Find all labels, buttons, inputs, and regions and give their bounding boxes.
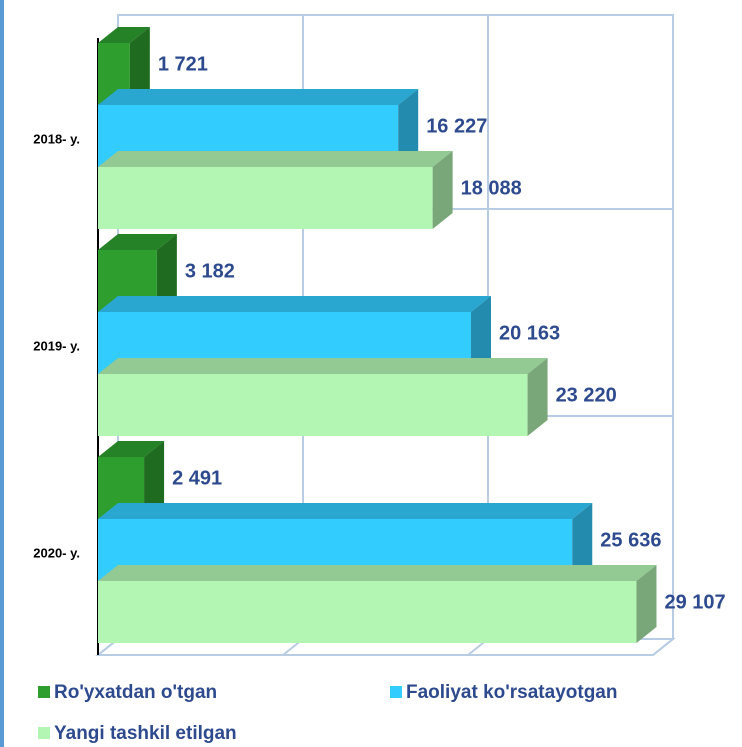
bar-top <box>98 441 165 457</box>
legend-swatch <box>390 686 402 698</box>
category-label: 2018- y. <box>33 131 80 146</box>
value-label: 1 721 <box>158 53 208 75</box>
bar <box>98 581 637 643</box>
left-strip <box>0 0 4 747</box>
bar-side <box>144 441 165 519</box>
bar-side <box>527 358 548 436</box>
legend-label: Ro'yxatdan o'tgan <box>54 682 217 703</box>
bar <box>98 167 433 229</box>
bar-side <box>432 151 453 229</box>
bar-side <box>572 503 593 581</box>
bar-top <box>98 358 548 374</box>
value-label: 2 491 <box>172 467 222 489</box>
bar-top <box>98 503 593 519</box>
bar <box>98 374 528 436</box>
value-label: 25 636 <box>600 529 661 551</box>
value-label: 3 182 <box>185 260 235 282</box>
grid-line <box>652 15 674 656</box>
category-label: 2019- y. <box>33 338 80 353</box>
bar-top <box>98 565 657 581</box>
bar-side <box>156 234 177 312</box>
legend-label: Faoliyat ko'rsatayotgan <box>406 682 617 703</box>
value-label: 29 107 <box>664 591 725 613</box>
category-label: 2020- y. <box>33 545 80 560</box>
bar-top <box>98 234 177 250</box>
bar-side <box>471 296 492 374</box>
value-label: 16 227 <box>426 115 487 137</box>
legend-label: Yangi tashkil etilgan <box>54 723 237 744</box>
value-label: 18 088 <box>461 177 522 199</box>
bar-side <box>636 565 657 643</box>
value-label: 23 220 <box>556 384 617 406</box>
legend-swatch <box>38 727 50 739</box>
bar-top <box>98 27 150 43</box>
legend-swatch <box>38 686 50 698</box>
bar-side <box>398 89 419 167</box>
bar-top <box>98 89 419 105</box>
bar-top <box>98 296 492 312</box>
value-label: 20 163 <box>499 322 560 344</box>
bar-side <box>129 27 150 105</box>
bar-top <box>98 151 453 167</box>
